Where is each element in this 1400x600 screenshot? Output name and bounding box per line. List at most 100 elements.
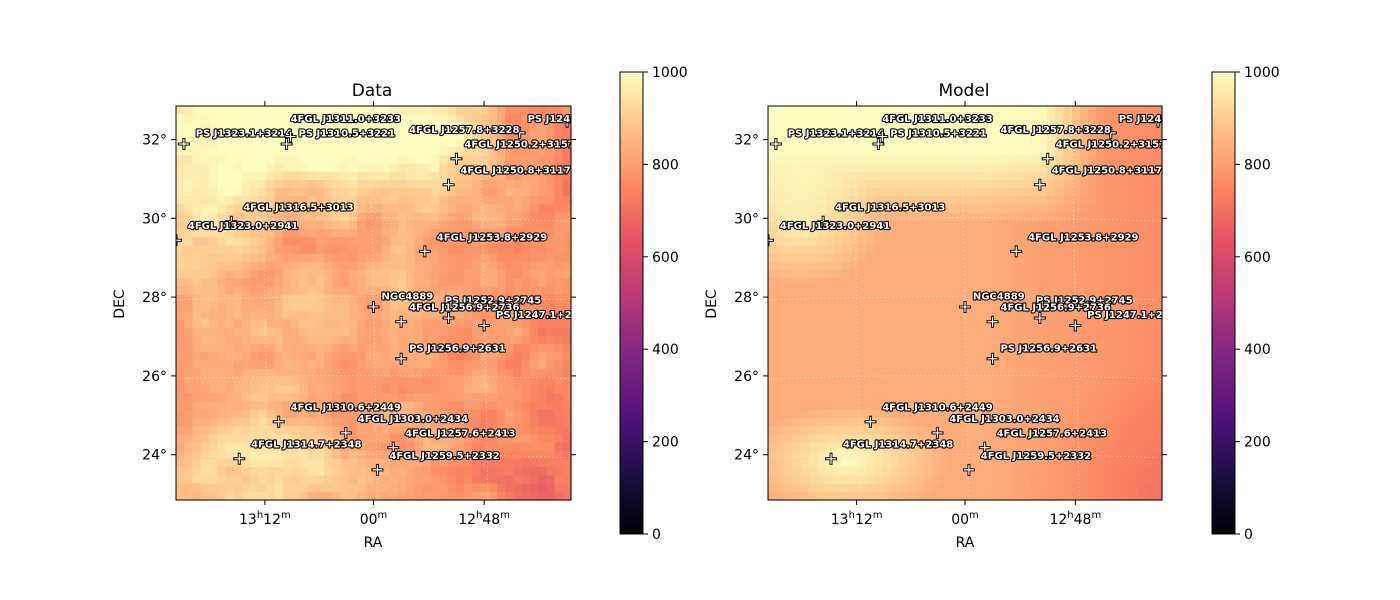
heatmap-cell <box>997 483 1007 493</box>
heatmap-cell <box>940 204 950 214</box>
heatmap-cell <box>850 196 859 206</box>
heatmap-cell <box>973 163 983 173</box>
heatmap-cell <box>940 458 950 468</box>
heatmap-cell <box>241 163 251 173</box>
heatmap-cell <box>299 261 309 271</box>
heatmap-cell <box>184 229 194 238</box>
heatmap-cell <box>956 458 966 468</box>
heatmap-cell <box>258 458 268 468</box>
heatmap-cell <box>282 204 292 214</box>
heatmap-cell <box>841 393 851 403</box>
heatmap-cell <box>932 204 941 214</box>
heatmap-cell <box>373 376 383 386</box>
heatmap-cell <box>882 196 892 206</box>
heatmap-cell <box>940 360 950 370</box>
heatmap-cell <box>340 335 350 345</box>
heatmap-cell <box>1055 270 1065 279</box>
heatmap-cell <box>817 286 827 296</box>
heatmap-cell <box>315 122 325 132</box>
heatmap-cell <box>850 434 859 444</box>
heatmap-cell <box>340 155 350 165</box>
heatmap-cell <box>1006 303 1015 312</box>
heatmap-cell <box>266 114 276 124</box>
heatmap-cell <box>324 171 333 181</box>
heatmap-cell <box>208 261 218 271</box>
heatmap-cell <box>455 434 465 444</box>
heatmap-cell <box>496 106 506 115</box>
heatmap-cell <box>792 204 802 214</box>
heatmap-cell <box>431 311 440 321</box>
source-label: PS J1247.1+2736 <box>1087 310 1184 321</box>
heatmap-cell <box>833 106 843 115</box>
heatmap-cell <box>389 475 399 485</box>
heatmap-cell <box>332 196 342 206</box>
heatmap-cell <box>282 335 292 345</box>
heatmap-cell <box>398 261 408 271</box>
heatmap-cell <box>422 352 432 362</box>
heatmap-cell <box>817 483 827 493</box>
heatmap-cell <box>776 401 786 411</box>
heatmap-cell <box>414 417 424 427</box>
heatmap-cell <box>480 434 490 444</box>
heatmap-cell <box>907 253 917 263</box>
heatmap-cell <box>562 261 572 271</box>
heatmap-cell <box>398 106 408 115</box>
heatmap-cell <box>422 491 432 501</box>
heatmap-cell <box>841 204 851 214</box>
heatmap-cell <box>997 245 1007 255</box>
heatmap-cell <box>1096 434 1106 444</box>
heatmap-cell <box>891 114 900 124</box>
heatmap-cell <box>192 458 202 468</box>
heatmap-cell <box>989 409 999 419</box>
heatmap-cell <box>1137 450 1147 460</box>
heatmap-cell <box>997 450 1007 460</box>
heatmap-cell <box>1129 442 1138 452</box>
heatmap-cell <box>521 138 531 148</box>
heatmap-cell <box>841 163 851 173</box>
heatmap-cell <box>874 196 884 206</box>
dec-gridline <box>767 296 1163 301</box>
heatmap-cell <box>455 237 465 247</box>
heatmap-cell <box>1088 417 1097 427</box>
heatmap-cell <box>907 122 917 132</box>
heatmap-cell <box>307 475 317 485</box>
heatmap-cell <box>850 385 859 394</box>
source-label: 4FGL J1311.0+3233 <box>291 114 401 125</box>
heatmap-cell <box>266 278 276 288</box>
heatmap-cell <box>940 261 950 271</box>
heatmap-cell <box>1145 360 1155 370</box>
heatmap-cell <box>940 294 950 304</box>
heatmap-cell <box>1104 130 1114 140</box>
heatmap-cell <box>1104 376 1114 386</box>
heatmap-cell <box>997 261 1007 271</box>
heatmap-cell <box>176 179 185 189</box>
heatmap-cell <box>817 253 827 263</box>
heatmap-cell <box>365 270 375 279</box>
heatmap-cell <box>348 483 358 493</box>
heatmap-cell <box>274 237 284 247</box>
heatmap-cell <box>1145 376 1155 386</box>
heatmap-cell <box>447 286 457 296</box>
heatmap-cell <box>940 155 950 165</box>
heatmap-cell <box>1153 286 1163 296</box>
heatmap-cell <box>554 434 564 444</box>
heatmap-cell <box>776 434 786 444</box>
heatmap-cell <box>233 245 243 255</box>
heatmap-cell <box>1112 417 1122 427</box>
heatmap-cell <box>915 393 925 403</box>
heatmap-cell <box>1006 253 1015 263</box>
heatmap-cell <box>956 368 966 378</box>
heatmap-cell <box>965 212 974 222</box>
heatmap-cell <box>1014 376 1024 386</box>
heatmap-cell <box>997 352 1007 362</box>
heatmap-cell <box>562 376 572 386</box>
heatmap-cell <box>241 253 251 263</box>
heatmap-cell <box>768 483 777 493</box>
heatmap-cell <box>866 270 876 279</box>
heatmap-cell <box>389 114 399 124</box>
heatmap-cell <box>1038 171 1048 181</box>
heatmap-cell <box>1137 155 1147 165</box>
heatmap-cell <box>241 385 251 394</box>
heatmap-cell <box>948 335 958 345</box>
heatmap-cell <box>562 196 572 206</box>
